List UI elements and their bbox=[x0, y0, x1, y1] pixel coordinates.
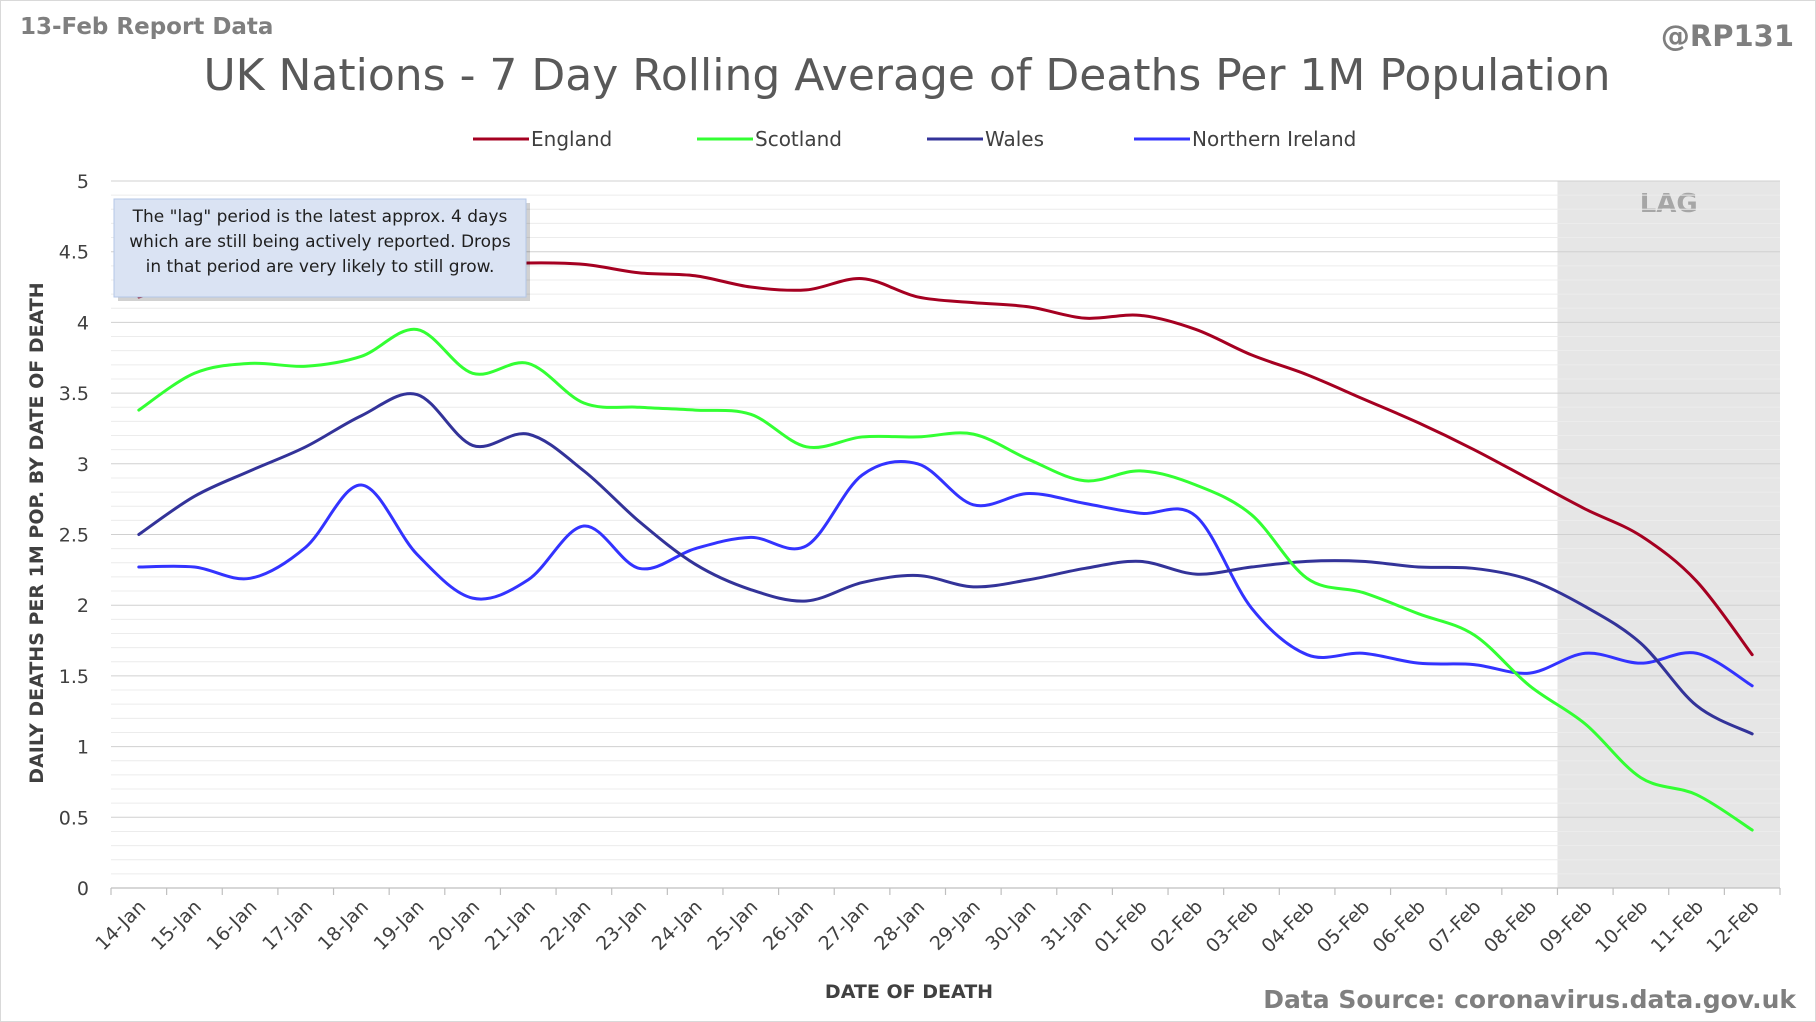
legend-label: Northern Ireland bbox=[1192, 127, 1356, 151]
gridlines bbox=[111, 180, 1780, 875]
x-tick-label: 12-Feb bbox=[1702, 896, 1763, 957]
y-tick-label: 2 bbox=[77, 595, 89, 617]
x-tick-label: 02-Feb bbox=[1146, 896, 1207, 957]
y-tick-label: 4 bbox=[77, 312, 89, 334]
x-tick-label: 01-Feb bbox=[1090, 896, 1151, 957]
series-line-northern-ireland bbox=[137, 460, 1754, 688]
x-tick-label: 16-Jan bbox=[203, 896, 262, 955]
annotation-line-1: The "lag" period is the latest approx. 4… bbox=[132, 207, 508, 227]
lag-annotation: The "lag" period is the latest approx. 4… bbox=[113, 198, 530, 301]
x-tick-label: 18-Jan bbox=[314, 896, 373, 955]
x-tick-label: 31-Jan bbox=[1037, 896, 1096, 955]
x-tick-label: 08-Feb bbox=[1480, 896, 1541, 957]
x-tick-label: 20-Jan bbox=[425, 896, 484, 955]
report-date-label: 13-Feb Report Data bbox=[20, 14, 273, 40]
x-tick-label: 17-Jan bbox=[258, 896, 317, 955]
x-tick-label: 09-Feb bbox=[1536, 896, 1597, 957]
x-tick-label: 07-Feb bbox=[1424, 896, 1485, 957]
x-tick-label: 15-Jan bbox=[147, 896, 206, 955]
x-tick-label: 22-Jan bbox=[536, 896, 595, 955]
x-tick-label: 30-Jan bbox=[982, 896, 1041, 955]
x-tick-label: 14-Jan bbox=[91, 896, 150, 955]
y-tick-label: 0.5 bbox=[59, 807, 89, 829]
x-tick-label: 10-Feb bbox=[1591, 896, 1652, 957]
y-tick-label: 0 bbox=[77, 878, 89, 900]
x-tick-label: 06-Feb bbox=[1369, 896, 1430, 957]
y-tick-label: 1 bbox=[77, 737, 89, 759]
x-tick-label: 04-Feb bbox=[1257, 896, 1318, 957]
lag-label: LAG bbox=[1640, 189, 1698, 219]
legend-label: Scotland bbox=[755, 127, 842, 151]
series-line-england bbox=[137, 261, 1754, 657]
x-tick-label: 21-Jan bbox=[481, 896, 540, 955]
series-line-scotland bbox=[137, 327, 1754, 832]
x-tick-label: 26-Jan bbox=[759, 896, 818, 955]
data-source: Data Source: coronavirus.data.gov.uk bbox=[1263, 985, 1797, 1014]
legend-label: England bbox=[531, 127, 612, 151]
legend: England Scotland Wales Northern Ireland bbox=[473, 127, 1356, 151]
x-tick-label: 05-Feb bbox=[1313, 896, 1374, 957]
annotation-line-2: which are still being actively reported.… bbox=[129, 232, 511, 252]
chart-title: UK Nations - 7 Day Rolling Average of De… bbox=[203, 50, 1610, 101]
x-tick-label: 19-Jan bbox=[370, 896, 429, 955]
x-tick-label: 27-Jan bbox=[815, 896, 874, 955]
series-line-wales bbox=[137, 392, 1754, 736]
y-tick-label: 2.5 bbox=[59, 525, 89, 547]
y-tick-label: 5 bbox=[77, 171, 89, 193]
y-axis-title: DAILY DEATHS PER 1M POP. BY DATE OF DEAT… bbox=[26, 282, 48, 783]
author-handle: @RP131 bbox=[1661, 19, 1794, 53]
x-tick-label: 11-Feb bbox=[1647, 896, 1708, 957]
x-tick-label: 23-Jan bbox=[592, 896, 651, 955]
y-tick-label: 1.5 bbox=[59, 666, 89, 688]
x-axis: 14-Jan15-Jan16-Jan17-Jan18-Jan19-Jan20-J… bbox=[91, 887, 1781, 957]
y-tick-label: 4.5 bbox=[59, 242, 89, 264]
x-axis-title: DATE OF DEATH bbox=[825, 981, 993, 1003]
y-tick-label: 3 bbox=[77, 454, 89, 476]
x-tick-label: 03-Feb bbox=[1202, 896, 1263, 957]
x-tick-label: 29-Jan bbox=[926, 896, 985, 955]
series-lines bbox=[137, 261, 1754, 832]
x-tick-label: 24-Jan bbox=[648, 896, 707, 955]
annotation-line-3: in that period are very likely to still … bbox=[146, 257, 495, 277]
x-tick-label: 25-Jan bbox=[703, 896, 762, 955]
y-axis-ticks: 0 0.5 1 1.5 2 2.5 3 3.5 4 4.5 5 bbox=[59, 171, 89, 900]
legend-label: Wales bbox=[985, 127, 1044, 151]
y-tick-label: 3.5 bbox=[59, 383, 89, 405]
annotation-box bbox=[113, 198, 527, 298]
x-tick-label: 28-Jan bbox=[870, 896, 929, 955]
